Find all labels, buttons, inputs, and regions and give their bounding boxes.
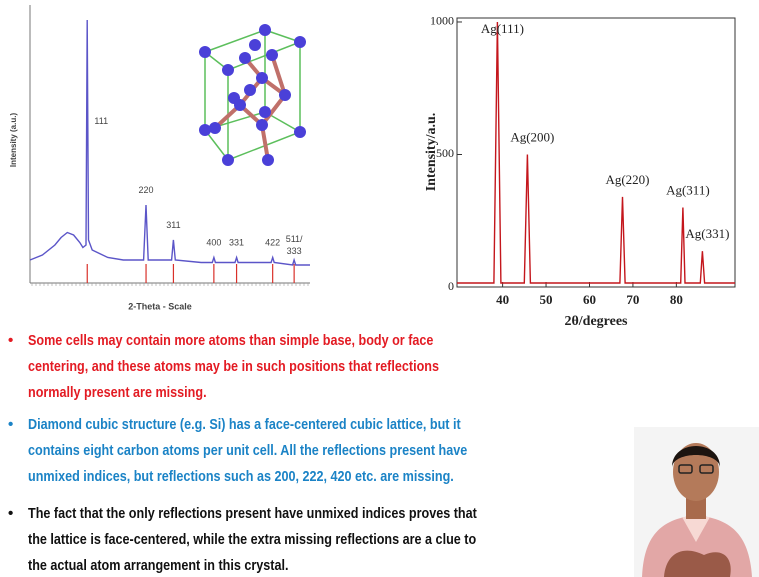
pattern-line bbox=[457, 22, 735, 283]
peak-label: Ag(200) bbox=[510, 129, 554, 144]
bullet-text: the actual atom arrangement in this crys… bbox=[28, 557, 288, 574]
peak-label: 331 bbox=[229, 238, 244, 248]
y-tick-label: 500 bbox=[436, 146, 454, 160]
bullet-text: normally present are missing. bbox=[28, 384, 207, 401]
bullet-text: the lattice is face-centered, while the … bbox=[28, 531, 476, 548]
peak-label: 111 bbox=[94, 116, 108, 126]
peak-label: Ag(331) bbox=[685, 226, 729, 241]
peak-label: 311 bbox=[166, 220, 180, 230]
x-tick-label: 40 bbox=[496, 292, 509, 307]
peak-label: 511/333 bbox=[286, 234, 303, 256]
bullet-text: centering, and these atoms may be in suc… bbox=[28, 358, 439, 375]
x-tick-label: 60 bbox=[583, 292, 596, 307]
presenter bbox=[634, 427, 759, 577]
peak-label: Ag(111) bbox=[481, 21, 524, 36]
peak-label: Ag(220) bbox=[605, 172, 649, 187]
bullet-dot: • bbox=[8, 505, 13, 522]
peak-label: 422 bbox=[265, 238, 280, 248]
bullet-dot: • bbox=[8, 416, 13, 433]
peak-label: Ag(311) bbox=[666, 182, 710, 197]
slide: {"chart_data": [ {"type": "line", "ylabe… bbox=[0, 0, 759, 577]
x-axis-label: 2-Theta - Scale bbox=[128, 301, 192, 311]
y-tick-label: 0 bbox=[448, 279, 454, 293]
crystal-illustration bbox=[199, 24, 306, 166]
y-tick-label: 1000 bbox=[430, 14, 454, 28]
charts: Intensity (a.u.) 2-Theta - Scale Intensi… bbox=[0, 0, 759, 335]
x-axis-label: 2θ/degrees bbox=[564, 314, 628, 329]
peak-label: 220 bbox=[139, 185, 154, 195]
bullet-text: unmixed indices, but reflections such as… bbox=[28, 468, 454, 485]
x-tick-label: 70 bbox=[626, 292, 639, 307]
y-axis-label: Intensity (a.u.) bbox=[9, 113, 18, 168]
bullet-dot: • bbox=[8, 332, 13, 349]
peak-label: 400 bbox=[206, 238, 221, 248]
x-tick-label: 50 bbox=[540, 292, 553, 307]
bullet-text: contains eight carbon atoms per unit cel… bbox=[28, 442, 467, 459]
bullet-text: Diamond cubic structure (e.g. Si) has a … bbox=[28, 416, 461, 433]
bullet-text: Some cells may contain more atoms than s… bbox=[28, 332, 433, 349]
bullet-text: The fact that the only reflections prese… bbox=[28, 505, 477, 522]
x-tick-label: 80 bbox=[670, 292, 683, 307]
